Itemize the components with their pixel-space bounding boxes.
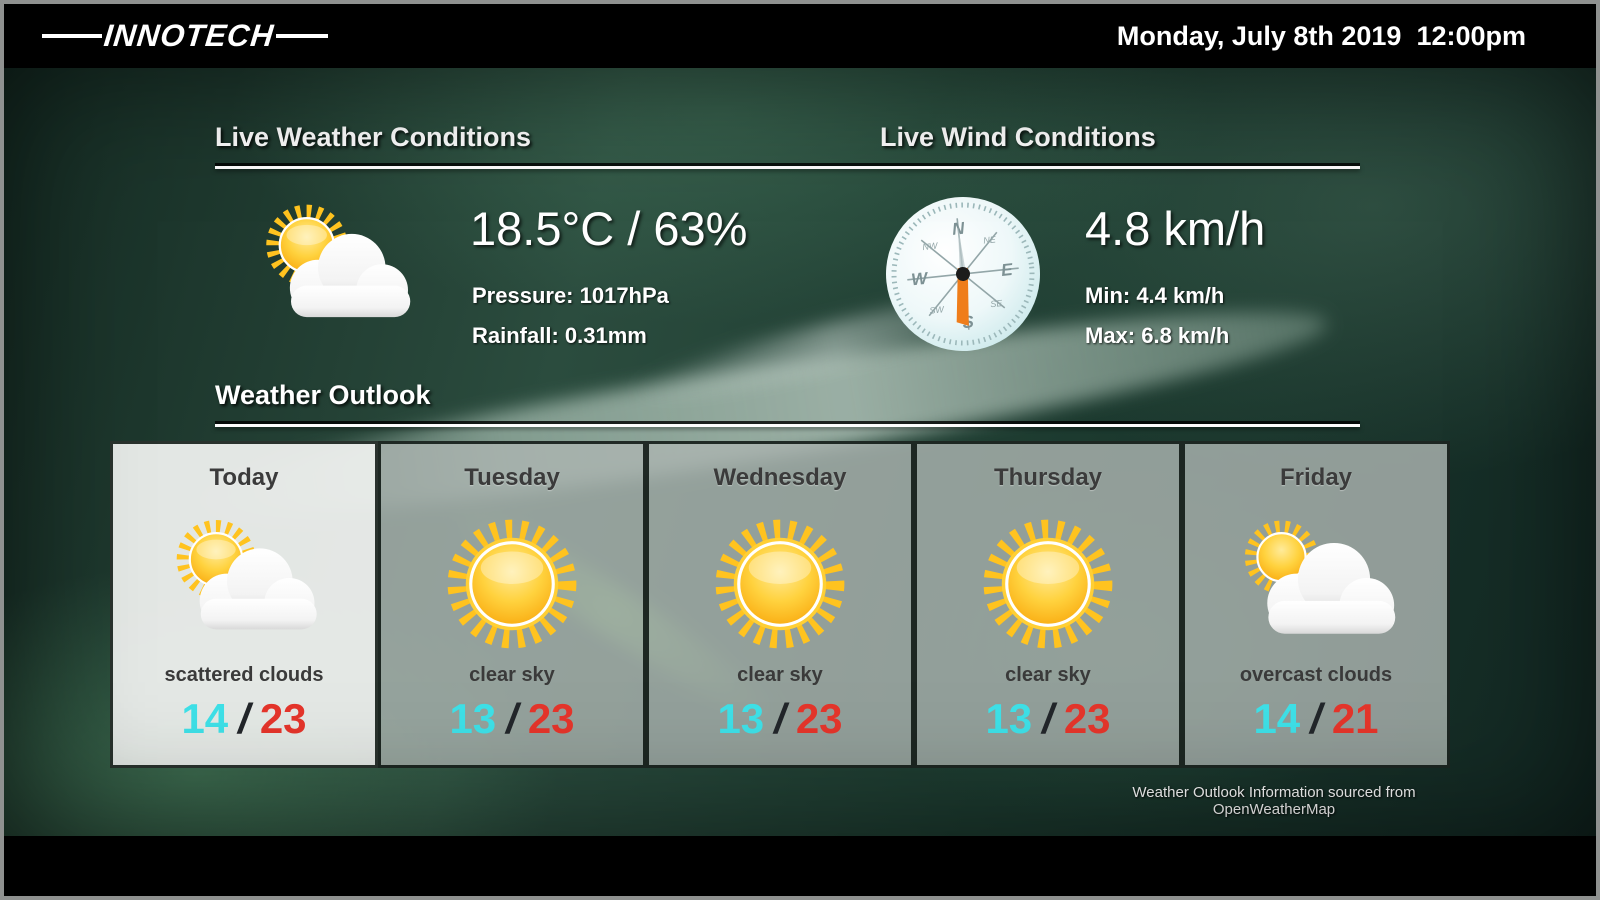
logo-text: INNOTECH [102,18,276,53]
wind-speed-value: 4.8 km/h [1085,202,1266,255]
forecast-card-thursday: Thursday clear sky 13 / 23 [914,441,1182,768]
top-bar: INNOTECH Monday, July 8th 2019 12:00pm [4,4,1596,68]
temp-high: 23 [259,695,307,742]
temp-low: 14 [1253,695,1301,742]
temp-humidity-value: 18.5°C / 63% [470,202,748,255]
forecast-card-today: Today scattered clouds 14 / 23 [110,441,378,768]
forecast-temps: 13 / 23 [717,695,842,743]
forecast-day: Wednesday [713,464,847,491]
forecast-card-tuesday: Tuesday clear sky 13 / 23 [378,441,646,768]
temp-high: 23 [527,695,575,742]
forecast-day: Tuesday [464,464,560,491]
innotech-logo: INNOTECH [42,18,328,54]
forecast-day: Today [209,464,279,491]
compass-icon [883,194,1043,354]
logo-dash-left [42,34,102,38]
temp-separator: / [238,695,250,742]
scattered-clouds-icon [157,512,332,657]
forecast-condition: scattered clouds [164,664,324,686]
temp-low: 13 [717,695,765,742]
temp-separator: / [1310,695,1322,742]
temp-separator: / [506,695,518,742]
forecast-temps: 13 / 23 [449,695,574,743]
live-weather-title: Live Weather Conditions [215,122,532,152]
sun-behind-cloud-icon [246,196,426,346]
forecast-card-friday: Friday overcast clouds 14 / 21 [1182,441,1450,768]
wind-max-value: Max: 6.8 km/h [1085,323,1230,348]
temp-high: 21 [1331,695,1379,742]
forecast-condition: clear sky [469,664,555,686]
clear-sky-icon [973,509,1123,659]
temp-low: 13 [985,695,1033,742]
logo-dash-right [275,34,328,38]
forecast-temps: 14 / 21 [1253,695,1378,743]
attribution-text: Weather Outlook Information sourced from… [1132,784,1416,818]
forecast-condition: overcast clouds [1239,664,1393,686]
temp-low: 13 [449,695,497,742]
forecast-temps: 13 / 23 [985,695,1110,743]
temp-high: 23 [795,695,843,742]
overcast-clouds-icon [1229,512,1404,657]
temp-low: 14 [181,695,229,742]
temp-separator: / [774,695,786,742]
forecast-day: Friday [1279,464,1353,491]
forecast-card-row: Today scattered clouds 14 / 23 Tuesday [110,441,1450,768]
live-wind-title: Live Wind Conditions [880,122,1156,152]
wind-min-value: Min: 4.4 km/h [1085,283,1225,308]
temp-separator: / [1042,695,1054,742]
bottom-bar [4,836,1596,896]
temp-high: 23 [1063,695,1111,742]
forecast-temps: 14 / 23 [181,695,306,743]
forecast-condition: clear sky [737,664,823,686]
datetime-display: Monday, July 8th 2019 12:00pm [1116,20,1526,51]
forecast-condition: clear sky [1005,664,1091,686]
weather-stage: Live Weather Conditions 18.5°C / 63% Pre… [4,68,1596,836]
pressure-value: Pressure: 1017hPa [472,283,669,308]
clear-sky-icon [437,509,587,659]
header-rule-top [215,166,1360,169]
rainfall-value: Rainfall: 0.31mm [472,323,647,348]
forecast-card-wednesday: Wednesday clear sky 13 / 23 [646,441,914,768]
weather-outlook-title: Weather Outlook [215,380,431,410]
forecast-day: Thursday [993,464,1103,491]
header-rule-outlook [215,424,1360,427]
clear-sky-icon [705,509,855,659]
